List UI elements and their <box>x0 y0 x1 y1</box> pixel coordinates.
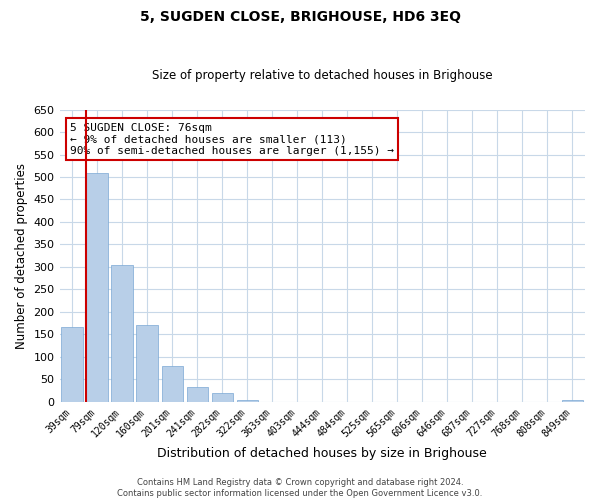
Text: Contains HM Land Registry data © Crown copyright and database right 2024.
Contai: Contains HM Land Registry data © Crown c… <box>118 478 482 498</box>
Bar <box>562 400 583 402</box>
Bar <box>86 172 108 402</box>
Title: Size of property relative to detached houses in Brighouse: Size of property relative to detached ho… <box>152 69 493 82</box>
X-axis label: Distribution of detached houses by size in Brighouse: Distribution of detached houses by size … <box>157 447 487 460</box>
Bar <box>236 400 258 402</box>
Text: 5, SUGDEN CLOSE, BRIGHOUSE, HD6 3EQ: 5, SUGDEN CLOSE, BRIGHOUSE, HD6 3EQ <box>139 10 461 24</box>
Bar <box>187 387 208 402</box>
Bar <box>112 264 133 402</box>
Y-axis label: Number of detached properties: Number of detached properties <box>15 162 28 348</box>
Bar <box>212 393 233 402</box>
Bar <box>61 326 83 402</box>
Bar <box>161 366 183 402</box>
Bar <box>136 326 158 402</box>
Text: 5 SUGDEN CLOSE: 76sqm
← 9% of detached houses are smaller (113)
90% of semi-deta: 5 SUGDEN CLOSE: 76sqm ← 9% of detached h… <box>70 122 394 156</box>
